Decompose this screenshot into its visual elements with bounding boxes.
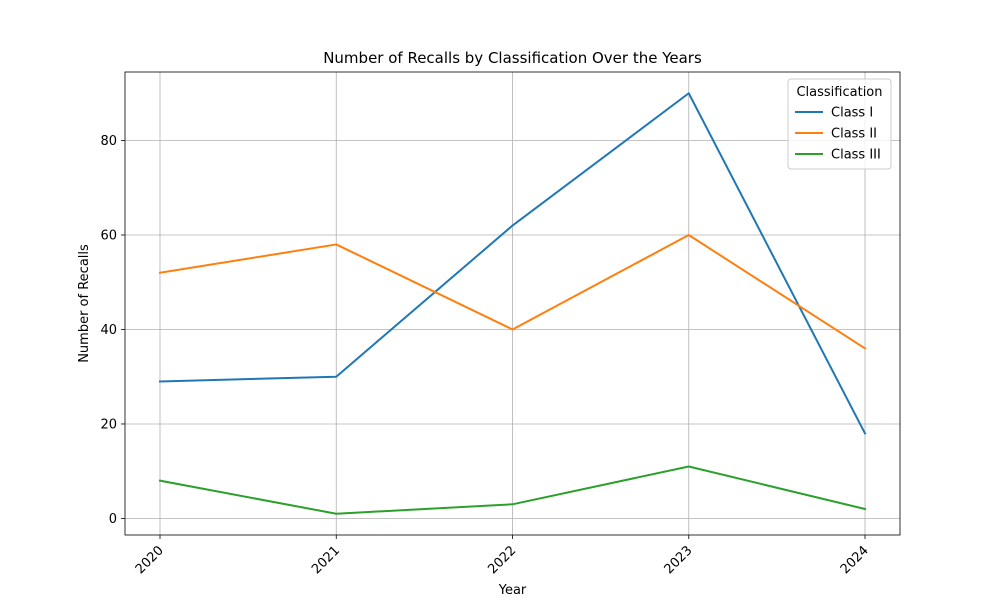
legend-items: Class I Class II Class III [795, 106, 881, 163]
legend-label: Class III [831, 148, 881, 163]
y-tick-label: 0 [109, 512, 117, 527]
y-tick-label: 80 [100, 134, 117, 149]
y-axis-label: Number of Recalls [77, 244, 92, 363]
grid-lines [125, 72, 900, 535]
legend: Classification Class I Class II Class III [787, 78, 892, 170]
legend-box [787, 78, 892, 170]
y-tick-label: 60 [100, 228, 117, 243]
series-lines [158, 92, 867, 515]
legend-title: Classification [796, 85, 882, 100]
legend-label: Class I [831, 106, 873, 121]
y-tick-label: 40 [100, 323, 117, 338]
chart-title: Number of Recalls by Classification Over… [323, 49, 702, 67]
legend-label: Class II [831, 127, 877, 142]
series-line-class-i [158, 92, 867, 435]
y-tick-label: 20 [100, 417, 117, 432]
series-line-class-iii [158, 465, 867, 515]
series-line-class-ii [158, 233, 867, 350]
x-axis-label: Year [498, 583, 527, 598]
